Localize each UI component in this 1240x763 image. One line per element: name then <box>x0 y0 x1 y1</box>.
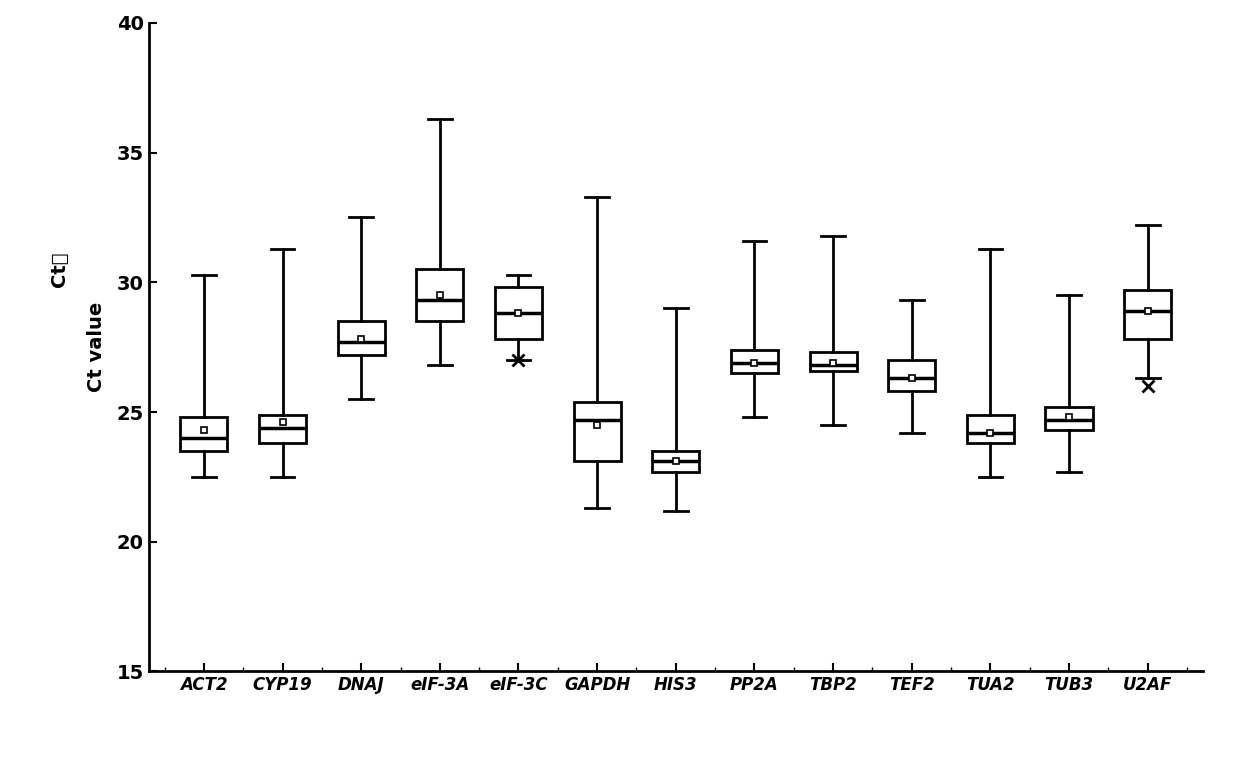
PathPatch shape <box>574 401 621 462</box>
PathPatch shape <box>730 349 777 373</box>
PathPatch shape <box>417 269 464 321</box>
PathPatch shape <box>967 414 1014 443</box>
PathPatch shape <box>810 353 857 371</box>
Text: Ct値: Ct値 <box>50 252 68 287</box>
PathPatch shape <box>495 288 542 340</box>
Y-axis label: Ct value: Ct value <box>87 302 105 392</box>
PathPatch shape <box>1045 407 1092 430</box>
PathPatch shape <box>888 360 935 391</box>
PathPatch shape <box>337 321 384 355</box>
PathPatch shape <box>259 414 306 443</box>
PathPatch shape <box>180 417 227 451</box>
PathPatch shape <box>652 451 699 472</box>
PathPatch shape <box>1125 290 1172 340</box>
